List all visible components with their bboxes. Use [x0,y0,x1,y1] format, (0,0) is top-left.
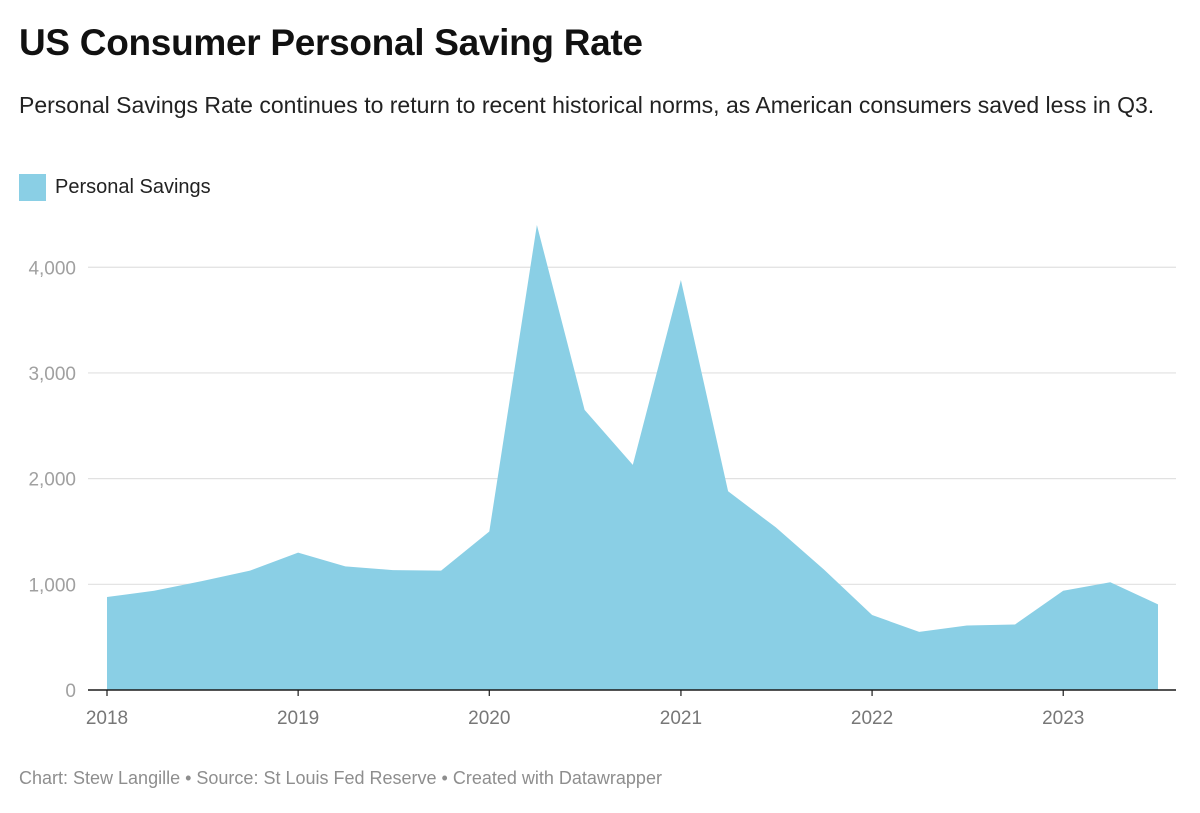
y-tick-label: 1,000 [28,575,76,596]
legend-label: Personal Savings [55,175,211,198]
footer-source: Source: St Louis Fed Reserve [196,768,437,788]
y-tick-label: 3,000 [28,364,76,385]
chart-subtitle: Personal Savings Rate continues to retur… [19,92,1155,118]
footer-datawrapper-credit: Created with Datawrapper [452,768,662,788]
legend-swatch [19,173,46,201]
x-axis-ticks: 2018 2019 2020 2021 2022 2023 [86,690,1084,729]
area-layer [107,225,1158,690]
y-axis-ticks: 0 1,000 2,000 3,000 4,000 [28,258,76,702]
footer-separator: • [185,768,192,788]
y-tick-label: 2,000 [28,470,76,491]
chart-title: US Consumer Personal Saving Rate [19,22,643,63]
x-tick-label: 2023 [1042,708,1084,729]
chart-footer: Chart: Stew Langille • Source: St Louis Fe… [19,768,662,789]
x-tick-label: 2019 [277,708,319,729]
x-tick-label: 2018 [86,708,128,729]
area-series-personal-savings [107,225,1158,690]
x-tick-label: 2020 [468,708,510,729]
footer-chart-credit: Chart: Stew Langille [19,768,181,788]
y-tick-label: 0 [65,681,76,702]
chart-legend: Personal Savings [19,173,211,201]
footer-separator: • [441,768,448,788]
x-tick-label: 2022 [851,708,893,729]
y-tick-label: 4,000 [28,258,76,279]
x-tick-label: 2021 [660,708,702,729]
